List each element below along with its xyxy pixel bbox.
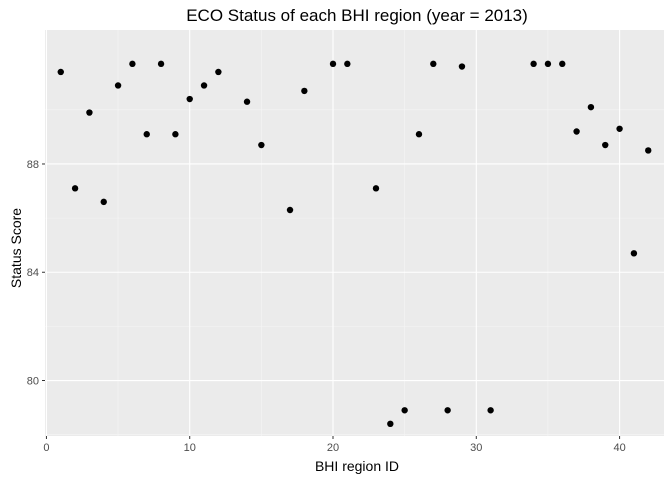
data-point [344,60,351,68]
data-point [114,82,122,89]
y-tick-label: 84 [27,267,39,279]
x-tick-label: 40 [613,442,625,454]
data-point [200,82,208,89]
y-tick-label: 88 [27,159,39,171]
data-point [157,60,165,68]
data-point [243,98,251,105]
data-point [430,60,437,68]
x-tick-label: 30 [470,442,482,454]
x-tick-label: 10 [184,442,196,454]
data-point [129,60,136,68]
data-point [458,63,466,70]
data-point [286,206,294,214]
major-gridlines [45,30,664,436]
data-point [587,103,595,111]
data-point [630,250,638,257]
data-point [401,407,408,414]
data-point [143,131,150,138]
data-point [602,141,609,149]
data-point [487,407,494,414]
axis-ticks [42,163,621,439]
tick-labels: 0 10 20 30 40 80 84 88 [27,159,626,454]
data-point [544,60,552,68]
data-point [172,131,179,138]
x-tick-label: 20 [327,442,339,454]
data-point [186,95,193,103]
data-point [100,198,107,206]
data-point [645,147,652,154]
data-point [301,87,308,95]
data-point [372,185,380,192]
data-point [215,68,222,76]
y-axis-title: Status Score [8,208,24,288]
data-points [57,60,652,428]
x-axis-title: BHI region ID [315,458,399,474]
chart-title: ECO Status of each BHI region (year = 20… [186,6,528,25]
data-point [573,128,580,135]
data-point [530,60,537,68]
y-tick-label: 80 [27,376,39,388]
data-point [616,125,623,132]
data-point [86,109,93,116]
x-tick-label: 0 [43,442,49,454]
data-point [329,60,337,68]
data-point [415,131,423,138]
data-point [71,185,79,192]
data-point [444,407,451,414]
data-point [57,68,64,76]
data-point [559,60,566,68]
plot-panel [45,30,664,436]
data-point [258,141,265,149]
minor-gridlines [45,30,664,436]
data-point [387,420,394,428]
